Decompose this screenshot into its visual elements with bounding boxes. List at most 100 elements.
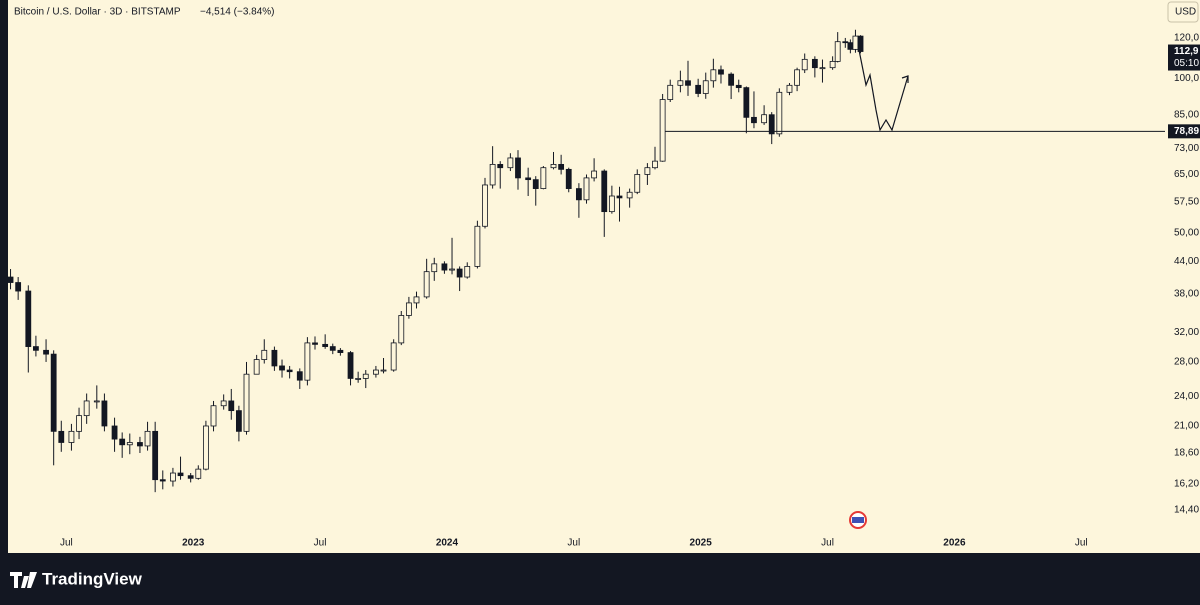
event-flag <box>852 517 864 523</box>
projection-arrowhead <box>901 75 909 83</box>
x-tick-label: Jul <box>567 538 580 549</box>
candle-body <box>431 263 438 273</box>
countdown-label: 05:10 <box>1174 58 1199 69</box>
y-tick-label: 28,00 <box>1174 357 1199 368</box>
currency-button[interactable] <box>1167 1 1199 23</box>
candle-body <box>532 179 539 189</box>
candle-body <box>829 61 836 69</box>
candle-body <box>111 425 118 440</box>
symbol-title: Bitcoin / U.S. Dollar · 3D · BITSTAMP <box>14 7 181 18</box>
candle-body <box>456 268 463 278</box>
candle-body <box>677 80 684 86</box>
y-tick-label: 50,00 <box>1174 227 1199 238</box>
x-tick-label: 2026 <box>943 538 966 549</box>
candle-body <box>497 163 504 169</box>
candle-body <box>312 342 318 345</box>
candle-body <box>322 343 329 347</box>
candle-body <box>710 69 717 82</box>
candle-body <box>591 170 598 179</box>
candle-body <box>768 114 775 135</box>
candle-body <box>355 378 362 380</box>
candle-body <box>210 405 217 427</box>
candle-body <box>811 58 818 69</box>
projection-drawing <box>857 44 909 132</box>
y-tick-label: 85,00 <box>1174 109 1199 120</box>
candle-body <box>195 468 202 479</box>
candle-body <box>819 67 826 70</box>
candle-body <box>659 99 666 162</box>
candle-body <box>507 157 514 169</box>
candle-body <box>626 191 633 199</box>
candle-body <box>362 373 369 379</box>
candle-body <box>718 69 724 75</box>
candle-body <box>58 430 65 443</box>
left-border <box>0 0 8 553</box>
candle-body <box>852 35 859 50</box>
candle-body <box>220 400 227 407</box>
footer <box>0 553 1200 605</box>
candle-body <box>616 195 623 199</box>
candle-body <box>634 174 641 193</box>
chart-background <box>0 0 1200 553</box>
level-label: 78,89 <box>1174 126 1199 137</box>
candle-body <box>177 472 184 477</box>
candle-body <box>550 163 557 169</box>
candle-body <box>540 167 547 189</box>
y-tick-label: 65,00 <box>1174 169 1199 180</box>
candle-body <box>119 438 126 446</box>
candle-body <box>695 84 702 94</box>
candle-body <box>801 58 808 71</box>
candle-body <box>390 342 397 371</box>
candle-body <box>261 349 268 360</box>
candle-body <box>751 116 757 124</box>
candle-body <box>152 430 159 481</box>
candle-body <box>413 296 420 304</box>
candle-body <box>728 73 735 86</box>
candle-body <box>228 400 235 412</box>
candle-body <box>565 168 572 189</box>
candle-body <box>25 290 32 347</box>
candle-body <box>144 430 151 447</box>
candle-body <box>68 430 75 443</box>
candle-body <box>347 352 354 379</box>
candle-body <box>43 349 49 355</box>
y-tick-label: 38,00 <box>1174 289 1199 300</box>
candle-body <box>101 400 108 427</box>
candle-body <box>558 163 565 170</box>
candle-body <box>296 371 303 381</box>
candle-body <box>50 353 57 432</box>
brand-logo <box>10 572 37 588</box>
currency-label[interactable]: USD <box>1175 7 1196 18</box>
candle-body <box>337 349 344 353</box>
candle-body <box>702 80 709 94</box>
candle-body <box>601 170 608 213</box>
candle-body <box>33 346 39 351</box>
y-tick-label: 14,40 <box>1174 505 1199 516</box>
candle-body <box>76 415 82 432</box>
candle-body <box>15 282 22 292</box>
candle-body <box>857 35 864 52</box>
candle-body <box>304 342 311 381</box>
brand-name: TradingView <box>42 569 143 588</box>
candle-body <box>525 177 532 181</box>
candle-body <box>170 472 176 482</box>
candle-body <box>126 442 133 446</box>
candle-body <box>464 266 471 278</box>
level-tag <box>1168 124 1200 139</box>
y-tick-label: 57,50 <box>1174 196 1199 207</box>
y-tick-label: 100,0 <box>1174 73 1199 84</box>
x-tick-label: Jul <box>314 538 327 549</box>
y-tick-label: 24,00 <box>1174 391 1199 402</box>
candle-body <box>735 84 742 89</box>
last-price-label: 112,9 <box>1174 46 1199 57</box>
candle-body <box>776 91 783 135</box>
candle-body <box>842 41 849 44</box>
candle-body <box>203 425 209 470</box>
candle-body <box>329 346 336 351</box>
candle-body <box>243 373 250 432</box>
y-tick-label: 44,00 <box>1174 256 1199 267</box>
x-tick-label: 2023 <box>182 538 205 549</box>
candle-body <box>489 163 496 186</box>
